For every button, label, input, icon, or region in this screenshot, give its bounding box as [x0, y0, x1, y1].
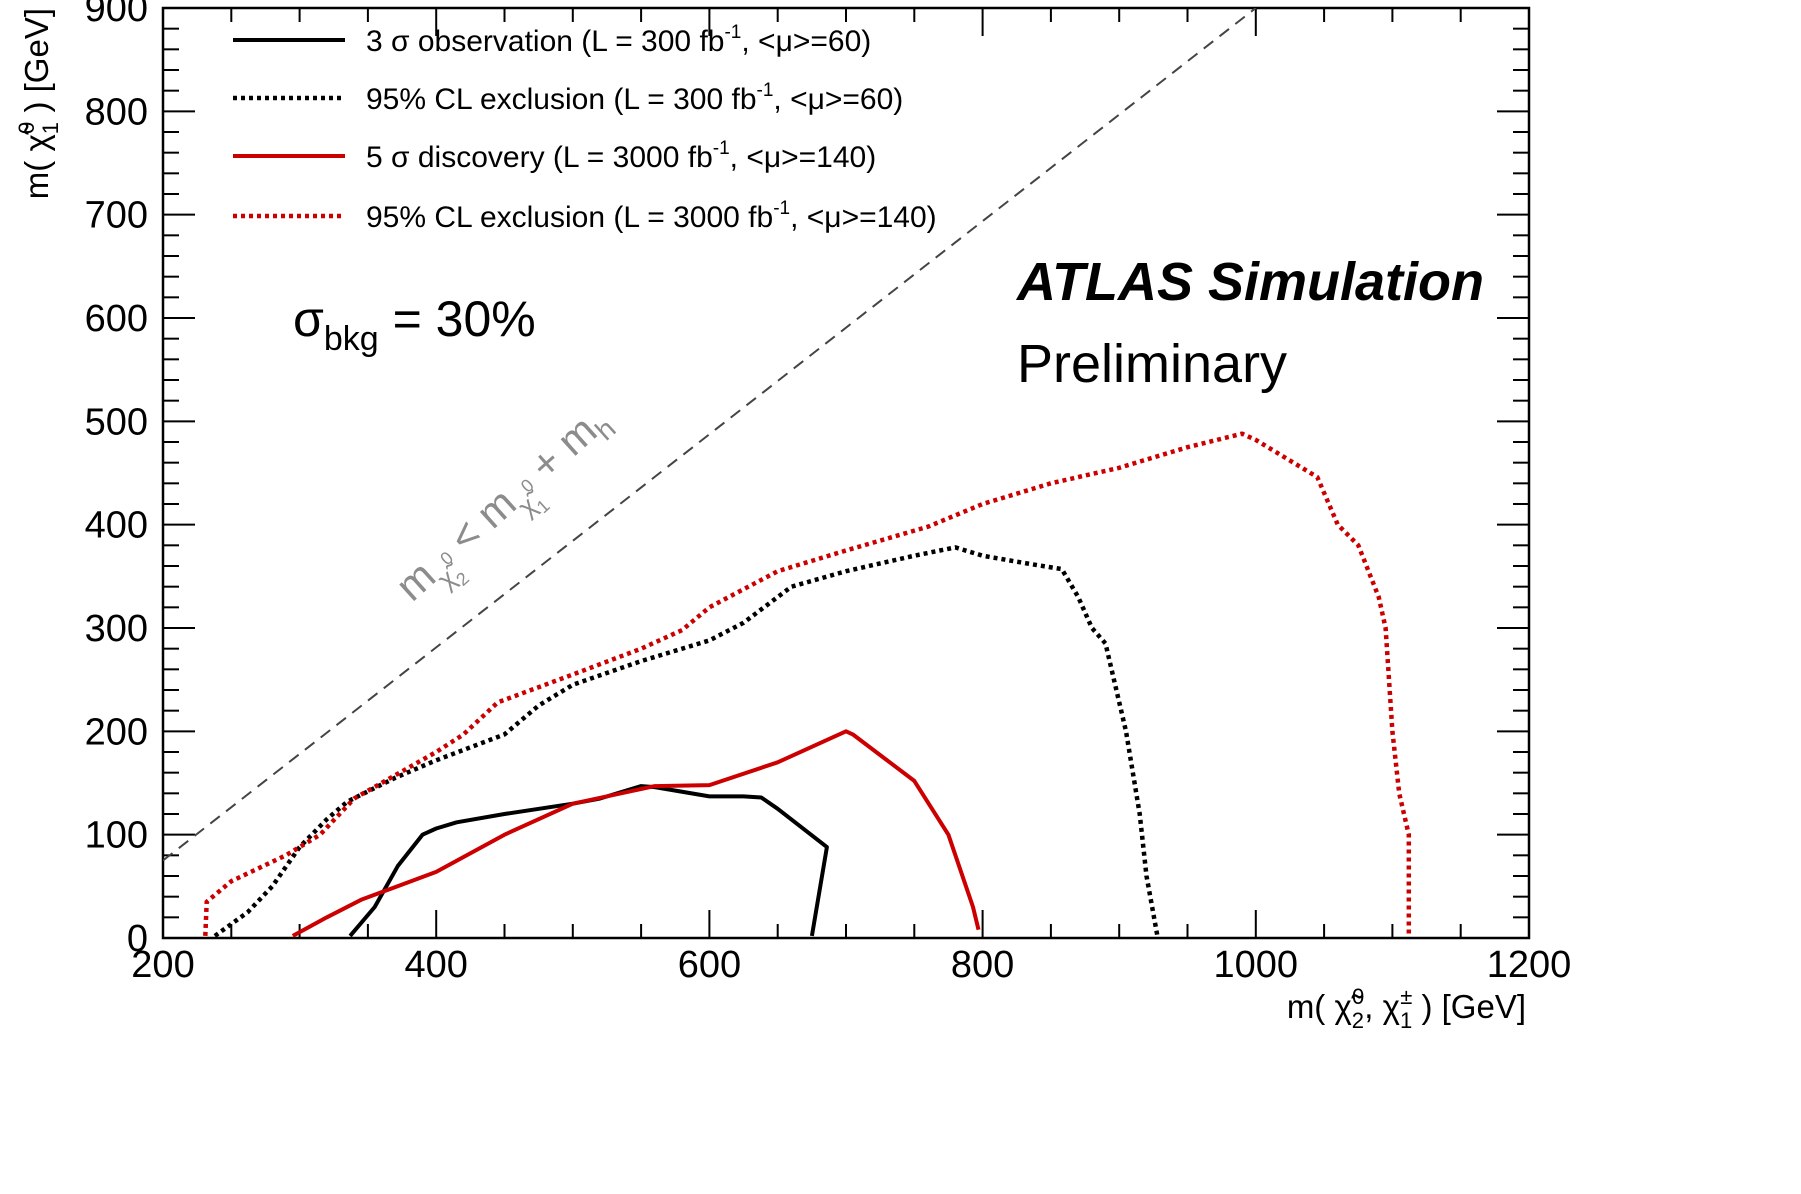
x-axis-ticks: [162, 8, 1530, 938]
y-tick-label: 100: [85, 815, 148, 857]
series-line-2: [213, 545, 1160, 938]
series-line-3: [291, 729, 981, 938]
y-tick-label: 0: [127, 918, 148, 960]
y-axis-ticks: [163, 7, 1529, 939]
y-tick-label: 400: [85, 505, 148, 547]
contour-series: [203, 431, 1412, 938]
legend-label-3: 5 σ discovery (L = 3000 fb-1, <μ>=140): [366, 138, 876, 174]
kinematic-limit-label: mχ̃20 < mχ̃10 + mh: [387, 396, 629, 623]
x-axis-title: m( χ̃20, χ1± ) [GeV]: [1287, 984, 1526, 1033]
legend-label-2: 95% CL exclusion (L = 300 fb-1, <μ>=60): [366, 80, 903, 116]
y-tick-label: 700: [85, 195, 148, 237]
y-tick-label: 500: [85, 401, 148, 443]
legend: 3 σ observation (L = 300 fb-1, <μ>=60) 95…: [233, 22, 937, 234]
x-tick-label: 600: [678, 944, 741, 986]
y-tick-label: 800: [85, 91, 148, 133]
y-tick-label: 200: [85, 711, 148, 753]
series-line-1: [348, 784, 829, 938]
x-axis-tick-labels: 200 400 600 800 1000 1200: [131, 944, 1571, 986]
sigma-bkg-label: σbkg = 30%: [293, 291, 536, 358]
series-line-4: [203, 431, 1412, 936]
y-axis-tick-labels: 0 100 200 300 400 500 600 700 800 900: [85, 0, 148, 960]
status-label: Preliminary: [1017, 334, 1287, 394]
y-tick-label: 900: [85, 0, 148, 30]
experiment-label: ATLAS Simulation: [1015, 252, 1484, 312]
legend-label-1: 3 σ observation (L = 300 fb-1, <μ>=60): [366, 22, 871, 58]
x-tick-label: 1200: [1487, 944, 1572, 986]
y-tick-label: 600: [85, 298, 148, 340]
x-tick-label: 800: [951, 944, 1014, 986]
kinematic-limit-line: [163, 8, 1257, 862]
y-tick-label: 300: [85, 608, 148, 650]
y-axis-title: m( χ̃10 ) [GeV]: [14, 8, 63, 199]
x-tick-label: 1000: [1214, 944, 1299, 986]
legend-label-4: 95% CL exclusion (L = 3000 fb-1, <μ>=140…: [366, 198, 937, 234]
x-tick-label: 200: [131, 944, 194, 986]
x-tick-label: 400: [404, 944, 467, 986]
